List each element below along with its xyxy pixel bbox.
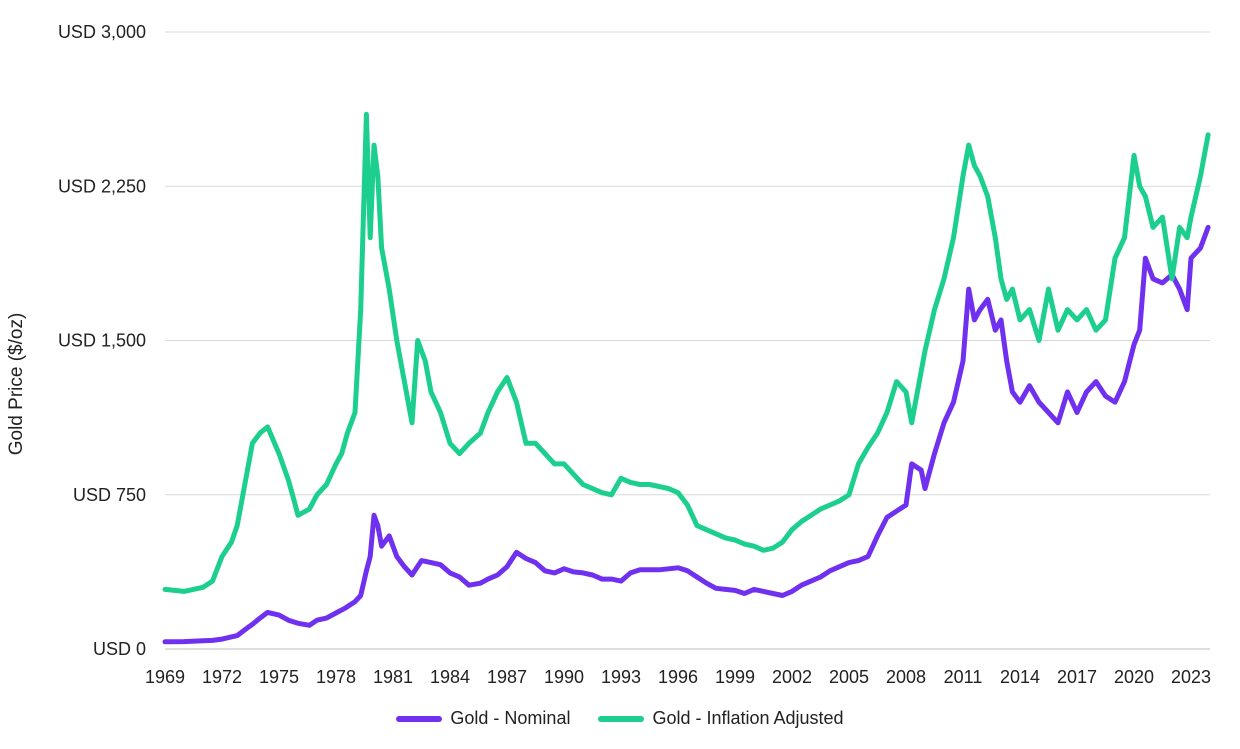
legend-item-inflation-adjusted: Gold - Inflation Adjusted xyxy=(598,708,844,729)
series-line-inflation-adjusted xyxy=(162,111,1211,594)
y-tick-label: USD 3,000 xyxy=(58,22,146,42)
series-line-nominal xyxy=(162,224,1211,645)
x-tick-label: 1993 xyxy=(601,667,641,687)
legend-label-inflation-adjusted: Gold - Inflation Adjusted xyxy=(652,708,844,728)
x-tick-label: 1999 xyxy=(715,667,755,687)
y-tick-label: USD 1,500 xyxy=(58,331,146,351)
x-tick-label: 2011 xyxy=(944,667,983,687)
x-tick-label: 2014 xyxy=(1000,667,1040,687)
y-tick-label: USD 750 xyxy=(73,485,146,505)
x-tick-label: 1984 xyxy=(430,667,470,687)
x-tick-label: 2005 xyxy=(829,667,869,687)
legend-swatch-inflation-adjusted xyxy=(598,715,645,722)
x-tick-label: 1996 xyxy=(658,667,698,687)
x-tick-label: 2002 xyxy=(772,667,812,687)
x-tick-label: 2017 xyxy=(1057,667,1097,687)
x-tick-label: 1969 xyxy=(145,667,185,687)
y-axis-label: Gold Price ($/oz) xyxy=(6,313,27,456)
legend: Gold - Nominal Gold - Inflation Adjusted xyxy=(0,708,1240,729)
gridlines xyxy=(165,31,1210,650)
x-tick-label: 1972 xyxy=(202,667,242,687)
legend-item-nominal: Gold - Nominal xyxy=(396,708,570,729)
x-axis-ticks: 1969 1972 1975 1978 1981 1984 1987 1990 1993 1996… xyxy=(145,667,1211,687)
x-tick-label: 1981 xyxy=(373,667,413,687)
legend-label-nominal: Gold - Nominal xyxy=(450,708,571,728)
x-tick-label: 2020 xyxy=(1114,667,1154,687)
y-tick-label: USD 0 xyxy=(93,639,146,659)
x-tick-label: 1975 xyxy=(259,667,299,687)
x-tick-label: 1978 xyxy=(316,667,356,687)
series-lines xyxy=(162,111,1211,645)
y-tick-label: USD 2,250 xyxy=(58,176,146,196)
x-tick-label: 2023 xyxy=(1171,667,1211,687)
x-tick-label: 1987 xyxy=(487,667,527,687)
legend-swatch-nominal xyxy=(396,715,443,722)
y-axis-ticks: USD 0 USD 750 USD 1,500 USD 2,250 USD 3,000 xyxy=(58,22,146,659)
x-tick-label: 2008 xyxy=(886,667,926,687)
x-tick-label: 1990 xyxy=(544,667,584,687)
